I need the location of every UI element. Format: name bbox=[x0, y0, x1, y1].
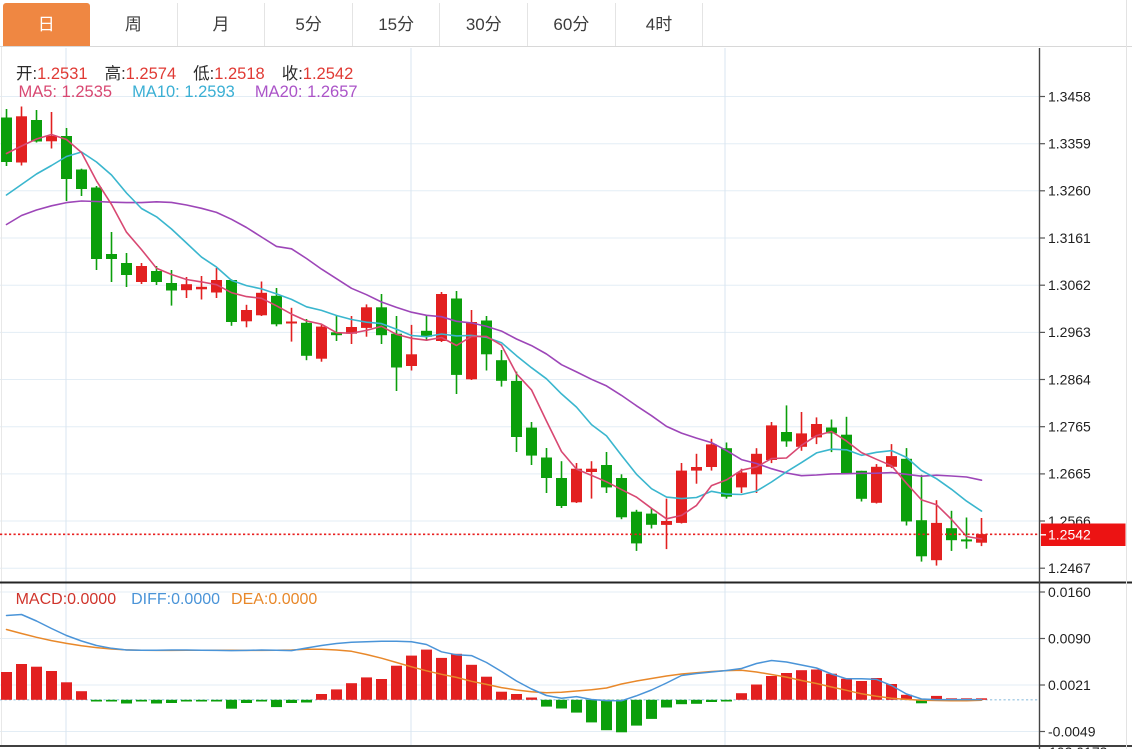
svg-text:0.0021: 0.0021 bbox=[1048, 677, 1091, 693]
svg-text:1.2665: 1.2665 bbox=[1048, 466, 1091, 482]
svg-text:1.2864: 1.2864 bbox=[1048, 371, 1091, 387]
svg-text:1.3062: 1.3062 bbox=[1048, 277, 1091, 293]
svg-text:1.3260: 1.3260 bbox=[1048, 183, 1091, 199]
svg-text:-0.0049: -0.0049 bbox=[1048, 723, 1096, 739]
svg-text:1.3161: 1.3161 bbox=[1048, 230, 1091, 246]
svg-text:1.3359: 1.3359 bbox=[1048, 136, 1091, 152]
svg-text:1.2542: 1.2542 bbox=[1048, 527, 1091, 543]
svg-text:1.2467: 1.2467 bbox=[1048, 560, 1091, 576]
svg-text:1.2765: 1.2765 bbox=[1048, 419, 1091, 435]
svg-text:0.0160: 0.0160 bbox=[1048, 584, 1091, 600]
svg-text:0.0090: 0.0090 bbox=[1048, 630, 1091, 646]
svg-text:102.0173: 102.0173 bbox=[1049, 744, 1108, 749]
svg-text:1.2963: 1.2963 bbox=[1048, 324, 1091, 340]
svg-text:1.3458: 1.3458 bbox=[1048, 88, 1091, 104]
